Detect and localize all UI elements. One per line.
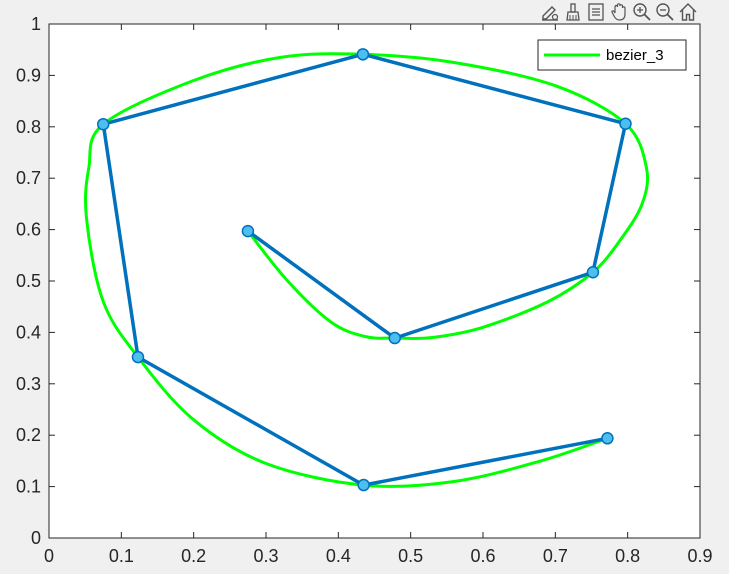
x-tick-label: 0.8 [615, 546, 640, 566]
y-tick-label: 0.7 [16, 168, 41, 188]
data-tips-button[interactable] [584, 1, 607, 23]
pan-icon [609, 2, 629, 22]
x-tick-label: 0.5 [398, 546, 423, 566]
x-tick-label: 0.2 [181, 546, 206, 566]
x-tick-label: 0.1 [109, 546, 134, 566]
x-tick-label: 0.3 [253, 546, 278, 566]
y-tick-label: 0.9 [16, 65, 41, 85]
zoom-out-icon [655, 2, 675, 22]
y-tick-label: 0.1 [16, 477, 41, 497]
y-tick-label: 0.5 [16, 271, 41, 291]
control-point-marker [97, 117, 110, 131]
axes-frame [48, 23, 701, 539]
pan-button[interactable] [607, 1, 630, 23]
edit-data-icon [540, 2, 560, 22]
y-tick-label: 0.3 [16, 374, 41, 394]
x-tick-label: 0.4 [326, 546, 351, 566]
x-tick-label: 0.6 [470, 546, 495, 566]
y-tick-label: 1 [31, 14, 41, 34]
home-icon [678, 2, 698, 22]
curve-layer [84, 52, 650, 488]
brush-button[interactable] [561, 1, 584, 23]
y-tick-label: 0.2 [16, 425, 41, 445]
home-button[interactable] [676, 1, 699, 23]
control-point-marker [356, 48, 370, 61]
control-point-marker [619, 117, 632, 130]
zoom-out-button[interactable] [653, 1, 676, 23]
zoom-in-icon [632, 2, 652, 22]
bezier-curve-line [84, 52, 650, 488]
ticks-layer: 0 0.1 0.2 0.3 0.4 0.5 0.6 0.7 0.8 0.9 0 0.1 0.2 0.3 0.… [16, 14, 713, 566]
x-tick-label: 0.7 [543, 546, 568, 566]
brush-icon [563, 2, 583, 22]
zoom-in-button[interactable] [630, 1, 653, 23]
control-point-marker [586, 266, 600, 279]
legend[interactable]: bezier_3 [537, 39, 687, 71]
axes-toolbar [538, 0, 699, 24]
data-tips-icon [586, 2, 606, 22]
legend-label: bezier_3 [606, 47, 664, 64]
control-point-marker [131, 350, 145, 364]
edit-data-button[interactable] [538, 1, 561, 23]
control-point-marker [357, 478, 370, 492]
y-tick-label: 0.8 [16, 117, 41, 137]
polygon-layer [97, 48, 632, 492]
y-tick-label: 0 [31, 528, 41, 548]
control-point-marker [241, 224, 255, 238]
x-tick-label: 0.9 [687, 546, 712, 566]
control-point-marker [388, 331, 402, 345]
x-tick-label: 0 [44, 546, 54, 566]
control-point-marker [601, 432, 614, 445]
y-tick-label: 0.6 [16, 220, 41, 240]
y-tick-label: 0.4 [16, 322, 41, 342]
